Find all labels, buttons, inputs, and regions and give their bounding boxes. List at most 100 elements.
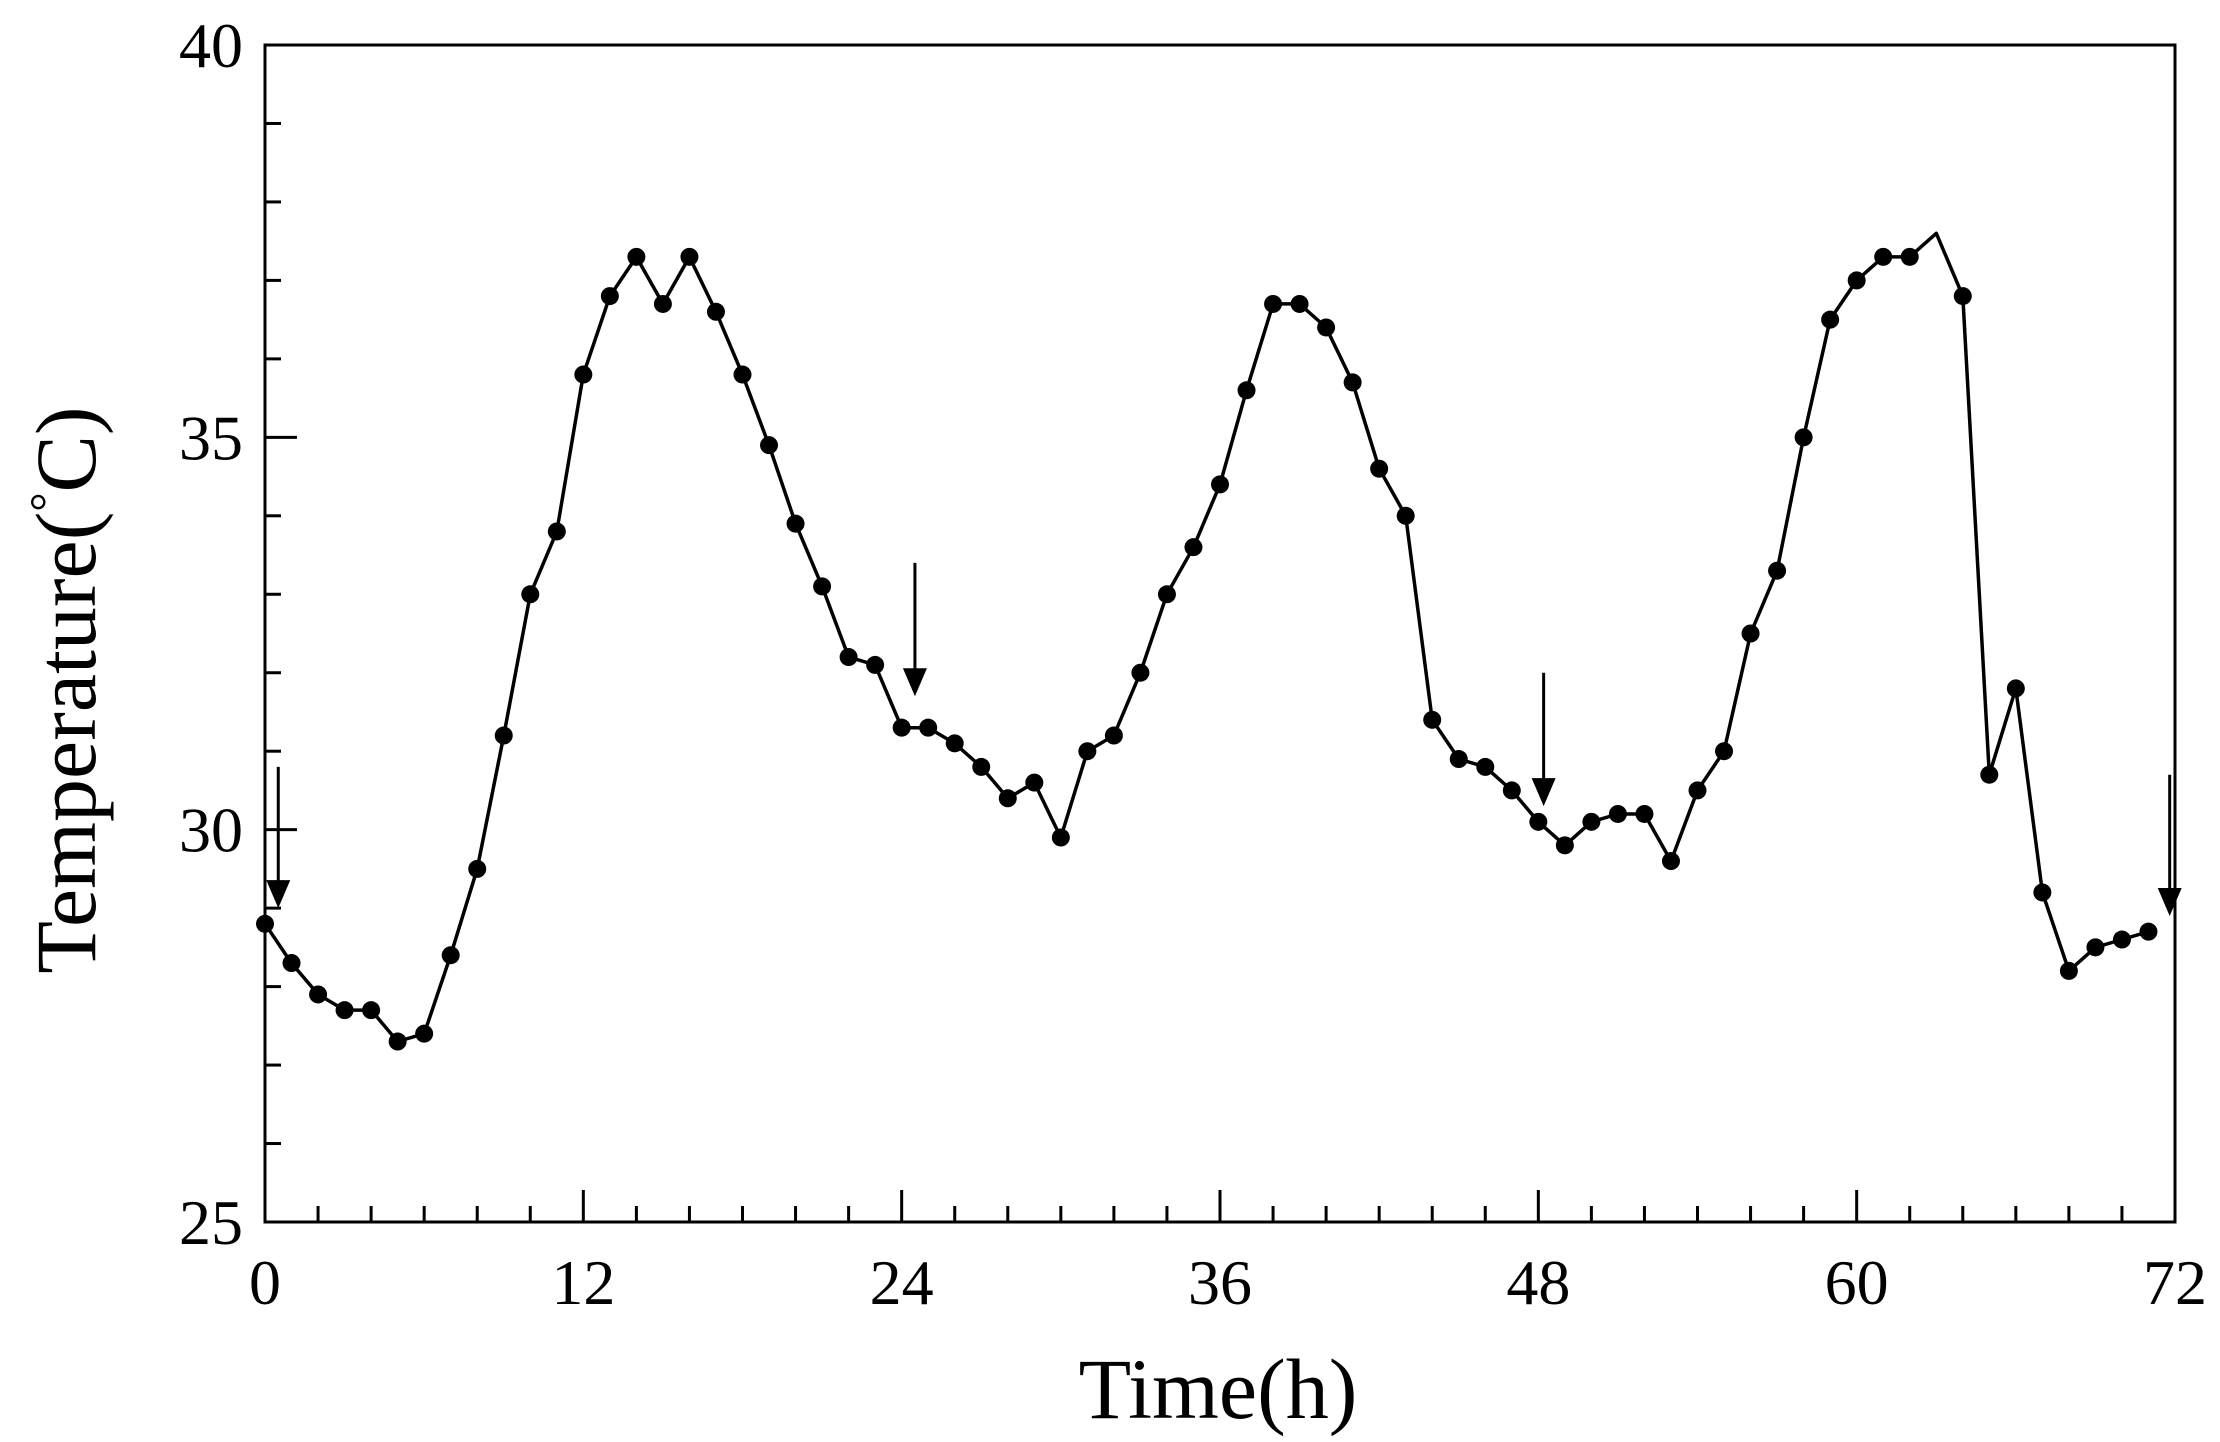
data-point bbox=[1582, 812, 1601, 831]
data-point bbox=[1423, 710, 1442, 729]
data-point bbox=[1025, 773, 1044, 792]
y-axis-title-main: Temperature( bbox=[18, 512, 114, 974]
data-point bbox=[1211, 475, 1229, 494]
degree-symbol: ° bbox=[21, 492, 74, 511]
data-point bbox=[998, 789, 1017, 808]
data-point bbox=[547, 522, 566, 541]
data-point bbox=[1396, 506, 1415, 525]
data-point bbox=[2059, 961, 2078, 980]
data-point bbox=[1821, 310, 1840, 329]
data-point bbox=[653, 294, 672, 313]
data-point bbox=[1317, 318, 1336, 337]
data-point bbox=[2139, 922, 2158, 941]
data-point bbox=[494, 726, 513, 745]
data-point bbox=[1980, 765, 1999, 784]
data-point bbox=[945, 734, 964, 753]
data-point bbox=[282, 954, 301, 973]
x-tick-label: 12 bbox=[551, 1247, 615, 1318]
data-point bbox=[1953, 287, 1972, 306]
data-point bbox=[1237, 381, 1256, 400]
down-arrow bbox=[902, 562, 927, 697]
y-tick-label: 25 bbox=[179, 1187, 243, 1258]
data-point bbox=[1370, 459, 1389, 478]
data-point bbox=[1555, 836, 1574, 855]
down-arrow bbox=[1531, 672, 1556, 807]
data-point bbox=[2033, 883, 2052, 902]
series-layer bbox=[256, 231, 2158, 1051]
data-point bbox=[574, 365, 593, 384]
x-tick-label: 48 bbox=[1506, 1247, 1570, 1318]
x-tick-label: 0 bbox=[249, 1247, 281, 1318]
data-point bbox=[1290, 294, 1309, 313]
x-tick-labels: 0 12 24 36 48 60 72 bbox=[249, 1247, 2207, 1318]
data-point bbox=[521, 585, 540, 604]
x-axis-title: Time(h) bbox=[1079, 1341, 1358, 1437]
x-tick-label: 60 bbox=[1825, 1247, 1889, 1318]
data-point bbox=[1688, 781, 1707, 800]
major-ticks bbox=[263, 43, 2177, 1224]
data-point bbox=[1184, 538, 1203, 557]
x-tick-label: 24 bbox=[870, 1247, 934, 1318]
data-point bbox=[1529, 812, 1548, 831]
data-point bbox=[866, 655, 885, 674]
data-point bbox=[362, 1001, 381, 1020]
data-point bbox=[760, 436, 779, 455]
y-tick-labels: 25 30 35 40 bbox=[179, 10, 243, 1258]
data-point bbox=[1715, 742, 1734, 761]
data-point bbox=[2006, 679, 2025, 698]
data-point bbox=[1661, 852, 1680, 871]
data-point bbox=[1051, 828, 1070, 847]
arrow-head bbox=[902, 668, 927, 697]
data-point bbox=[1449, 750, 1468, 769]
plot-frame bbox=[263, 43, 2177, 1224]
annotation-layer bbox=[266, 562, 2182, 916]
data-point bbox=[1502, 781, 1521, 800]
down-arrow bbox=[266, 766, 291, 909]
data-point bbox=[1157, 585, 1176, 604]
down-arrow bbox=[2157, 774, 2182, 916]
data-point bbox=[972, 757, 991, 776]
y-axis-title-unit: C) bbox=[18, 406, 114, 492]
data-point bbox=[1104, 726, 1123, 745]
data-point bbox=[309, 985, 328, 1004]
data-point bbox=[706, 302, 725, 321]
data-point bbox=[2086, 938, 2105, 957]
data-point bbox=[892, 718, 911, 737]
x-tick-label: 36 bbox=[1188, 1247, 1252, 1318]
data-point bbox=[441, 946, 460, 965]
data-point bbox=[1741, 624, 1760, 643]
data-point bbox=[415, 1024, 434, 1043]
data-point bbox=[813, 577, 832, 596]
series-line bbox=[263, 231, 2149, 1044]
data-point bbox=[786, 514, 805, 533]
data-point bbox=[1078, 742, 1097, 761]
data-point bbox=[1343, 373, 1362, 392]
x-tick-label: 72 bbox=[2143, 1247, 2207, 1318]
data-point bbox=[335, 1001, 354, 1020]
minor-ticks bbox=[265, 121, 2124, 1222]
data-point bbox=[468, 859, 487, 878]
y-axis-title: Temperature(°C) bbox=[18, 406, 114, 973]
data-point bbox=[1874, 247, 1893, 266]
data-point bbox=[919, 718, 938, 737]
data-point bbox=[733, 365, 752, 384]
arrow-head bbox=[2157, 887, 2182, 916]
data-point bbox=[680, 247, 699, 266]
arrow-head bbox=[1531, 778, 1556, 807]
data-point bbox=[1635, 804, 1654, 823]
y-tick-label: 30 bbox=[179, 795, 243, 866]
data-point bbox=[600, 287, 619, 306]
data-point bbox=[1847, 271, 1866, 290]
data-point bbox=[388, 1032, 407, 1051]
data-point bbox=[1768, 561, 1787, 580]
data-point bbox=[1476, 757, 1495, 776]
data-point bbox=[627, 247, 646, 266]
data-point bbox=[839, 648, 858, 667]
data-point bbox=[1608, 804, 1627, 823]
y-tick-label: 40 bbox=[179, 10, 243, 81]
y-tick-label: 35 bbox=[179, 402, 243, 473]
data-point bbox=[1900, 247, 1919, 266]
arrow-head bbox=[266, 880, 291, 909]
data-point bbox=[1264, 294, 1283, 313]
